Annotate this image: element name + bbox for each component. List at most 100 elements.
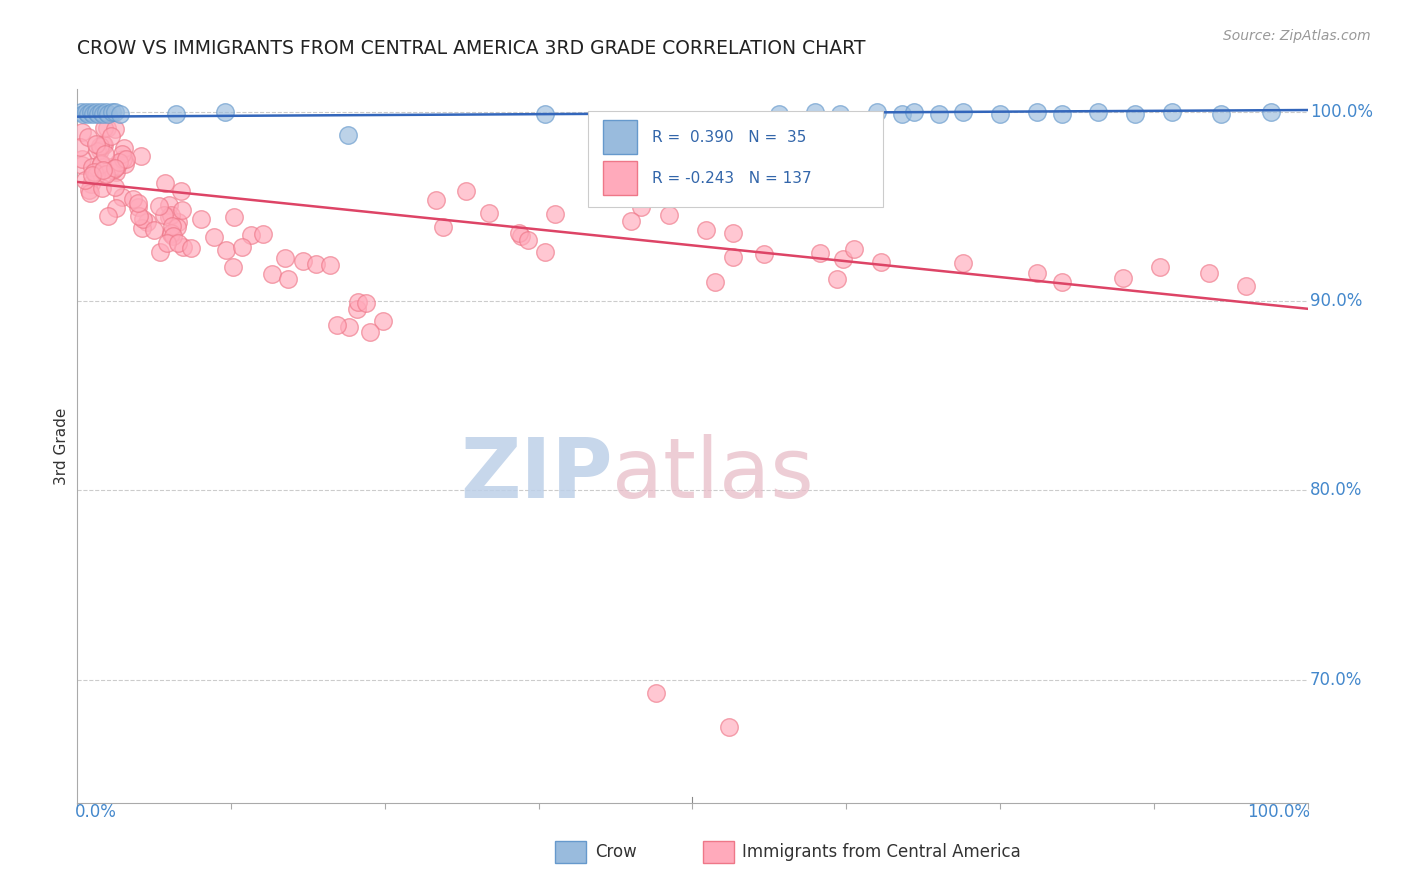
Text: atlas: atlas xyxy=(613,434,814,515)
Point xyxy=(630,201,652,215)
Point xyxy=(152,208,174,222)
Point xyxy=(454,184,477,198)
Point xyxy=(156,236,179,251)
Point xyxy=(644,686,666,700)
Text: CROW VS IMMIGRANTS FROM CENTRAL AMERICA 3RD GRADE CORRELATION CHART: CROW VS IMMIGRANTS FROM CENTRAL AMERICA … xyxy=(77,39,866,58)
Point xyxy=(274,251,297,265)
Point xyxy=(159,227,181,241)
Point xyxy=(97,107,120,121)
Point xyxy=(132,212,155,227)
Point xyxy=(1026,266,1049,280)
Point xyxy=(808,246,831,260)
Point xyxy=(94,104,117,119)
Point xyxy=(70,125,93,139)
Point xyxy=(231,239,253,253)
FancyBboxPatch shape xyxy=(588,111,883,207)
Point xyxy=(105,160,128,174)
Point xyxy=(80,177,103,191)
Point xyxy=(121,192,143,206)
Point xyxy=(170,184,193,198)
Point xyxy=(94,146,117,161)
Point xyxy=(478,206,501,220)
Point xyxy=(534,244,557,259)
Point xyxy=(890,107,912,121)
Point xyxy=(222,210,245,224)
Bar xyxy=(603,120,637,154)
Point xyxy=(160,208,183,222)
Point xyxy=(768,107,790,121)
Text: 70.0%: 70.0% xyxy=(1310,671,1362,689)
Point xyxy=(1125,107,1147,121)
Point xyxy=(718,720,741,734)
Point xyxy=(842,242,865,256)
Point xyxy=(166,219,188,234)
Point xyxy=(167,235,190,250)
Point xyxy=(804,104,827,119)
Point xyxy=(432,219,454,234)
Point xyxy=(620,214,643,228)
Point xyxy=(952,256,974,270)
Text: 0.0%: 0.0% xyxy=(75,803,117,821)
Point xyxy=(337,128,360,142)
Point xyxy=(180,241,202,255)
Point xyxy=(101,104,124,119)
Point xyxy=(112,153,135,167)
Point xyxy=(91,136,114,151)
Point xyxy=(1112,271,1135,285)
Point xyxy=(1149,260,1171,274)
Point xyxy=(903,104,925,119)
Point xyxy=(723,250,745,264)
Point xyxy=(105,201,128,215)
Point xyxy=(202,230,225,244)
Point xyxy=(87,107,110,121)
Point xyxy=(695,223,717,237)
Point xyxy=(100,160,122,174)
Point xyxy=(135,215,157,229)
Point xyxy=(70,153,93,167)
Point xyxy=(153,176,176,190)
Point xyxy=(103,122,125,136)
Point xyxy=(75,104,97,119)
Text: 100.0%: 100.0% xyxy=(1310,103,1374,121)
Text: Immigrants from Central America: Immigrants from Central America xyxy=(742,843,1021,861)
Point xyxy=(90,157,112,171)
Point xyxy=(79,186,101,201)
Point xyxy=(86,168,108,182)
Point xyxy=(114,153,136,167)
Point xyxy=(359,325,381,339)
Point xyxy=(988,107,1011,121)
Point xyxy=(928,107,950,121)
Point xyxy=(1161,104,1184,119)
Text: 100.0%: 100.0% xyxy=(1247,803,1310,821)
Point xyxy=(103,163,125,178)
Point xyxy=(90,156,112,170)
Point xyxy=(534,107,557,121)
Point xyxy=(703,275,725,289)
Point xyxy=(131,220,153,235)
Point xyxy=(111,147,134,161)
Point xyxy=(77,129,100,144)
Text: Source: ZipAtlas.com: Source: ZipAtlas.com xyxy=(1223,29,1371,43)
Point xyxy=(260,267,283,281)
Point xyxy=(104,164,127,178)
Point xyxy=(91,161,114,175)
Point xyxy=(1234,279,1257,293)
Point xyxy=(86,145,108,159)
Point xyxy=(658,208,681,222)
Point xyxy=(107,155,129,169)
Point xyxy=(111,190,134,204)
Point xyxy=(1087,104,1109,119)
Point xyxy=(104,104,127,119)
Point xyxy=(373,314,395,328)
Point xyxy=(510,229,533,244)
Point xyxy=(157,198,180,212)
Point xyxy=(114,157,136,171)
Text: 80.0%: 80.0% xyxy=(1310,482,1362,500)
Point xyxy=(346,301,368,316)
Point xyxy=(221,260,243,274)
Point xyxy=(277,272,299,286)
Text: Crow: Crow xyxy=(595,843,637,861)
Point xyxy=(89,139,111,153)
Point xyxy=(215,243,238,257)
Bar xyxy=(603,161,637,195)
